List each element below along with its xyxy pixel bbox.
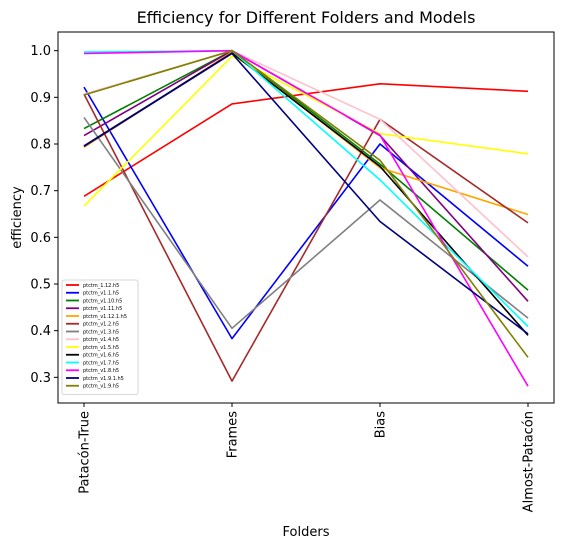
legend-label: ptctm_v1.9.h5 [83, 384, 119, 390]
legend-label: ptctm_v1.7.h5 [83, 360, 119, 366]
y-axis: 0.3 0.4 0.5 0.6 0.7 0.8 0.9 1.0 [30, 44, 58, 386]
y-tick-label: 0.6 [30, 231, 51, 246]
series-line-0 [83, 83, 529, 197]
y-axis-title: efficiency [10, 186, 25, 249]
series-line-11 [83, 49, 529, 387]
x-axis: Patacón-True Frames Bias Almost-Patacón [78, 403, 537, 512]
series-line-2 [83, 49, 529, 291]
legend-label: ptctm_v1.5.h5 [83, 345, 119, 351]
legend-label: ptctm_v1.8.h5 [83, 368, 119, 374]
legend-label: ptctm_v1.11.h5 [83, 306, 122, 312]
legend-label: ptctm_v1.1.h5 [83, 291, 119, 297]
series-line-13 [83, 49, 529, 358]
y-tick-label: 0.9 [30, 91, 51, 106]
y-tick-label: 1.0 [30, 44, 51, 59]
series-line-1 [83, 86, 529, 340]
x-tick-label: Bias [374, 411, 389, 438]
series-lines [83, 49, 529, 387]
legend-label: ptctm_v1.2.h5 [83, 322, 119, 328]
series-line-5 [83, 93, 529, 382]
legend-label: ptctm_1.12.h5 [83, 283, 119, 289]
legend-label: ptctm_v1.9.1.h5 [83, 376, 124, 382]
legend-label: ptctm_v1.10.h5 [83, 298, 122, 304]
x-tick-label: Patacón-True [78, 411, 93, 494]
legend: ptctm_1.12.h5 ptctm_v1.1.h5ptctm_v1.10.h5… [61, 279, 139, 395]
series-line-4 [83, 51, 529, 216]
x-tick-label: Frames [226, 411, 241, 459]
y-tick-label: 0.7 [30, 184, 51, 199]
legend-box [61, 279, 139, 395]
y-tick-label: 0.3 [30, 371, 51, 386]
x-tick-label: Almost-Patacón [522, 411, 537, 512]
series-line-8 [83, 55, 529, 207]
legend-label: ptctm_v1.3.h5 [83, 329, 119, 335]
plot-frame [57, 31, 555, 404]
y-tick-label: 0.5 [30, 278, 51, 293]
y-tick-label: 0.4 [30, 324, 51, 339]
legend-label: ptctm_v1.12.1.h5 [83, 314, 127, 320]
series-line-12 [83, 52, 529, 335]
x-axis-title: Folders [283, 525, 330, 540]
chart-title: Efficiency for Different Folders and Mod… [137, 8, 476, 27]
legend-label: ptctm_v1.6.h5 [83, 353, 119, 359]
y-tick-label: 0.8 [30, 138, 51, 153]
legend-label: ptctm_v1.4.h5 [83, 337, 119, 343]
